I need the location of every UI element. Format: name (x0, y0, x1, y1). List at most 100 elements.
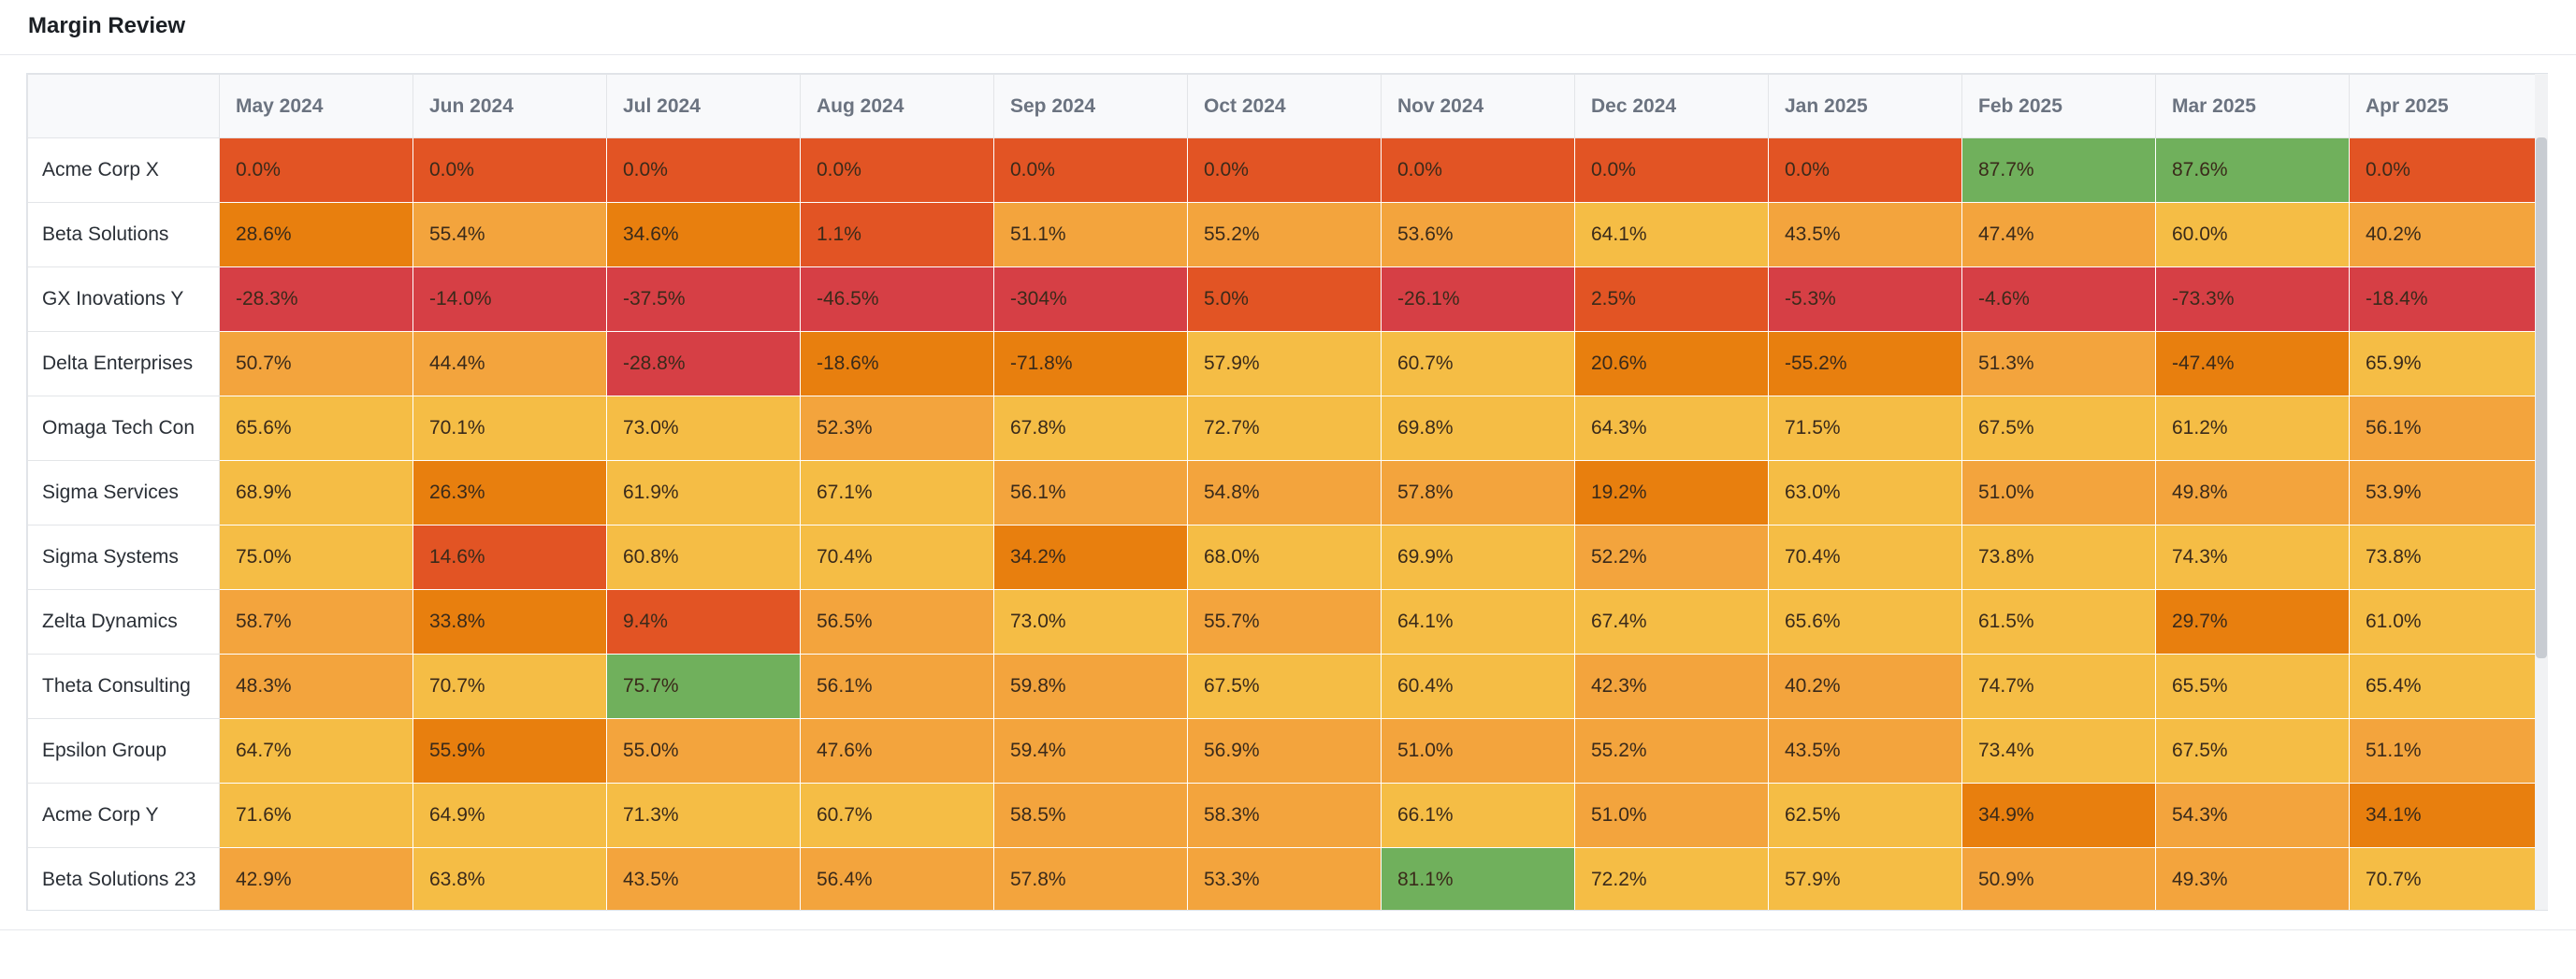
heat-cell[interactable]: 73.0% (993, 589, 1188, 655)
heat-cell[interactable]: 59.8% (993, 654, 1188, 719)
heat-cell[interactable]: 0.0% (1381, 137, 1575, 203)
month-header[interactable]: May 2024 (219, 74, 413, 138)
heat-cell[interactable]: 55.4% (412, 202, 607, 267)
heat-cell[interactable]: 61.5% (1961, 589, 2156, 655)
heat-cell[interactable]: 70.4% (1768, 525, 1962, 590)
heat-cell[interactable]: 60.7% (1381, 331, 1575, 396)
heat-cell[interactable]: 67.5% (1187, 654, 1382, 719)
month-header[interactable]: Oct 2024 (1187, 74, 1382, 138)
heat-cell[interactable]: 55.7% (1187, 589, 1382, 655)
heat-cell[interactable]: 34.2% (993, 525, 1188, 590)
month-header[interactable]: Feb 2025 (1961, 74, 2156, 138)
heat-cell[interactable]: 56.1% (800, 654, 994, 719)
heat-cell[interactable]: 54.3% (2155, 783, 2350, 848)
heat-cell[interactable]: 43.5% (1768, 718, 1962, 784)
heat-cell[interactable]: 65.6% (219, 396, 413, 461)
heat-cell[interactable]: 47.6% (800, 718, 994, 784)
heat-cell[interactable]: 0.0% (800, 137, 994, 203)
heat-cell[interactable]: 34.1% (2349, 783, 2543, 848)
heat-cell[interactable]: 50.9% (1961, 847, 2156, 910)
heat-cell[interactable]: 56.1% (2349, 396, 2543, 461)
heat-cell[interactable]: 60.0% (2155, 202, 2350, 267)
heat-cell[interactable]: -14.0% (412, 266, 607, 332)
heat-cell[interactable]: 33.8% (412, 589, 607, 655)
heat-cell[interactable]: -73.3% (2155, 266, 2350, 332)
heat-cell[interactable]: 51.1% (993, 202, 1188, 267)
heat-cell[interactable]: 0.0% (1187, 137, 1382, 203)
heat-cell[interactable]: 55.0% (606, 718, 801, 784)
heat-cell[interactable]: -18.6% (800, 331, 994, 396)
heat-cell[interactable]: 0.0% (2349, 137, 2543, 203)
heat-cell[interactable]: 55.2% (1574, 718, 1769, 784)
heat-cell[interactable]: 71.3% (606, 783, 801, 848)
heat-cell[interactable]: 2.5% (1574, 266, 1769, 332)
heat-cell[interactable]: 58.5% (993, 783, 1188, 848)
heat-cell[interactable]: 26.3% (412, 460, 607, 525)
heat-cell[interactable]: 75.7% (606, 654, 801, 719)
heat-cell[interactable]: 69.9% (1381, 525, 1575, 590)
heat-cell[interactable]: 54.8% (1187, 460, 1382, 525)
heat-cell[interactable]: 51.0% (1574, 783, 1769, 848)
heat-cell[interactable]: -37.5% (606, 266, 801, 332)
heat-cell[interactable]: 52.3% (800, 396, 994, 461)
heat-cell[interactable]: -18.4% (2349, 266, 2543, 332)
heat-cell[interactable]: 52.2% (1574, 525, 1769, 590)
heat-cell[interactable]: 57.9% (1768, 847, 1962, 910)
heat-cell[interactable]: 72.2% (1574, 847, 1769, 910)
heat-cell[interactable]: 65.5% (2155, 654, 2350, 719)
heat-cell[interactable]: 71.5% (1768, 396, 1962, 461)
heat-cell[interactable]: 59.4% (993, 718, 1188, 784)
heat-cell[interactable]: 40.2% (1768, 654, 1962, 719)
heat-cell[interactable]: 70.1% (412, 396, 607, 461)
heat-cell[interactable]: 28.6% (219, 202, 413, 267)
heat-cell[interactable]: 61.2% (2155, 396, 2350, 461)
heat-cell[interactable]: 68.9% (219, 460, 413, 525)
month-header[interactable]: Jul 2024 (606, 74, 801, 138)
heat-cell[interactable]: 70.7% (2349, 847, 2543, 910)
heat-cell[interactable]: 49.3% (2155, 847, 2350, 910)
heat-cell[interactable]: 51.0% (1381, 718, 1575, 784)
heat-cell[interactable]: -26.1% (1381, 266, 1575, 332)
heat-cell[interactable]: 43.5% (606, 847, 801, 910)
month-header[interactable]: Sep 2024 (993, 74, 1188, 138)
heat-cell[interactable]: 0.0% (1768, 137, 1962, 203)
heat-cell[interactable]: 57.9% (1187, 331, 1382, 396)
heat-cell[interactable]: 67.4% (1574, 589, 1769, 655)
heat-cell[interactable]: 55.2% (1187, 202, 1382, 267)
heat-cell[interactable]: 87.7% (1961, 137, 2156, 203)
heat-cell[interactable]: 64.3% (1574, 396, 1769, 461)
heat-cell[interactable]: -5.3% (1768, 266, 1962, 332)
heat-cell[interactable]: 61.9% (606, 460, 801, 525)
heat-cell[interactable]: -4.6% (1961, 266, 2156, 332)
heat-cell[interactable]: 56.5% (800, 589, 994, 655)
heat-cell[interactable]: 60.7% (800, 783, 994, 848)
heat-cell[interactable]: 56.9% (1187, 718, 1382, 784)
heat-cell[interactable]: 65.4% (2349, 654, 2543, 719)
heat-cell[interactable]: 67.8% (993, 396, 1188, 461)
heat-cell[interactable]: 20.6% (1574, 331, 1769, 396)
heat-cell[interactable]: 63.8% (412, 847, 607, 910)
heat-cell[interactable]: 44.4% (412, 331, 607, 396)
heat-cell[interactable]: 51.3% (1961, 331, 2156, 396)
heat-cell[interactable]: 70.4% (800, 525, 994, 590)
heat-cell[interactable]: 71.6% (219, 783, 413, 848)
heat-cell[interactable]: 0.0% (412, 137, 607, 203)
heat-cell[interactable]: 65.6% (1768, 589, 1962, 655)
heat-cell[interactable]: 47.4% (1961, 202, 2156, 267)
heat-cell[interactable]: 42.3% (1574, 654, 1769, 719)
heat-cell[interactable]: 60.8% (606, 525, 801, 590)
heat-cell[interactable]: 51.0% (1961, 460, 2156, 525)
heat-cell[interactable]: 9.4% (606, 589, 801, 655)
heat-cell[interactable]: 64.1% (1381, 589, 1575, 655)
heat-cell[interactable]: 60.4% (1381, 654, 1575, 719)
heat-cell[interactable]: 57.8% (1381, 460, 1575, 525)
heat-cell[interactable]: 69.8% (1381, 396, 1575, 461)
heat-cell[interactable]: -47.4% (2155, 331, 2350, 396)
heat-cell[interactable]: -71.8% (993, 331, 1188, 396)
month-header[interactable]: Jun 2024 (412, 74, 607, 138)
heat-cell[interactable]: 43.5% (1768, 202, 1962, 267)
heat-cell[interactable]: 29.7% (2155, 589, 2350, 655)
heat-cell[interactable]: 48.3% (219, 654, 413, 719)
heat-cell[interactable]: -304% (993, 266, 1188, 332)
scrollbar-thumb[interactable] (2536, 137, 2547, 658)
